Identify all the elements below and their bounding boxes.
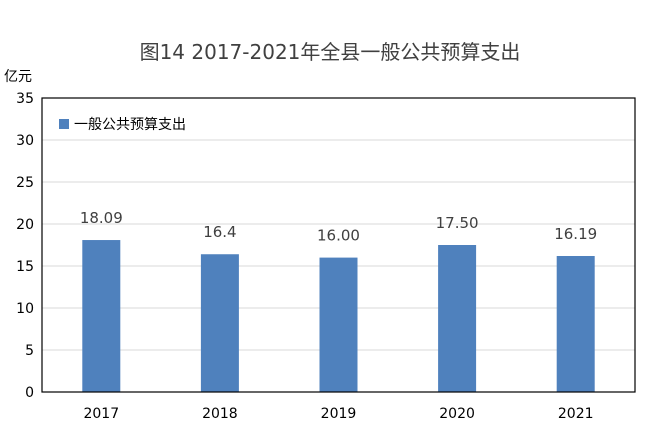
y-tick-label: 10 bbox=[16, 301, 34, 317]
y-axis-ticks: 0 5 10 15 20 25 30 35 bbox=[16, 91, 34, 401]
chart-title: 图14 2017-2021年全县一般公共预算支出 bbox=[140, 40, 521, 64]
y-tick-label: 25 bbox=[16, 175, 34, 191]
legend-label: 一般公共预算支出 bbox=[74, 117, 186, 133]
plot-area-border bbox=[41, 97, 636, 393]
legend-swatch bbox=[59, 119, 69, 129]
bar-2019 bbox=[319, 257, 358, 392]
x-axis-ticks: 2017 2018 2019 2020 2021 bbox=[83, 406, 593, 422]
data-label-2019: 16.00 bbox=[317, 227, 360, 245]
y-tick-label: 35 bbox=[16, 91, 34, 107]
y-tick-label: 15 bbox=[16, 259, 34, 275]
data-labels: 18.09 16.4 16.00 17.50 16.19 bbox=[80, 209, 597, 245]
bar-2021 bbox=[556, 256, 595, 392]
y-tick-label: 0 bbox=[25, 385, 34, 401]
bar-2020 bbox=[438, 245, 477, 392]
bar-2018 bbox=[200, 254, 239, 392]
x-tick-label-2021: 2021 bbox=[558, 406, 594, 422]
y-tick-label: 20 bbox=[16, 217, 34, 233]
bars bbox=[82, 240, 595, 392]
bar-2017 bbox=[82, 240, 121, 392]
y-axis-unit-label: 亿元 bbox=[4, 69, 32, 85]
data-label-2017: 18.09 bbox=[80, 209, 123, 227]
x-tick-label-2018: 2018 bbox=[202, 406, 238, 422]
x-tick-label-2019: 2019 bbox=[321, 406, 357, 422]
data-label-2021: 16.19 bbox=[554, 225, 597, 243]
legend: 一般公共预算支出 bbox=[59, 117, 186, 133]
data-label-2018: 16.4 bbox=[203, 223, 236, 241]
data-label-2020: 17.50 bbox=[436, 214, 479, 232]
y-tick-label: 30 bbox=[16, 133, 34, 149]
x-tick-label-2017: 2017 bbox=[83, 406, 119, 422]
y-tick-label: 5 bbox=[25, 343, 34, 359]
x-tick-label-2020: 2020 bbox=[439, 406, 475, 422]
